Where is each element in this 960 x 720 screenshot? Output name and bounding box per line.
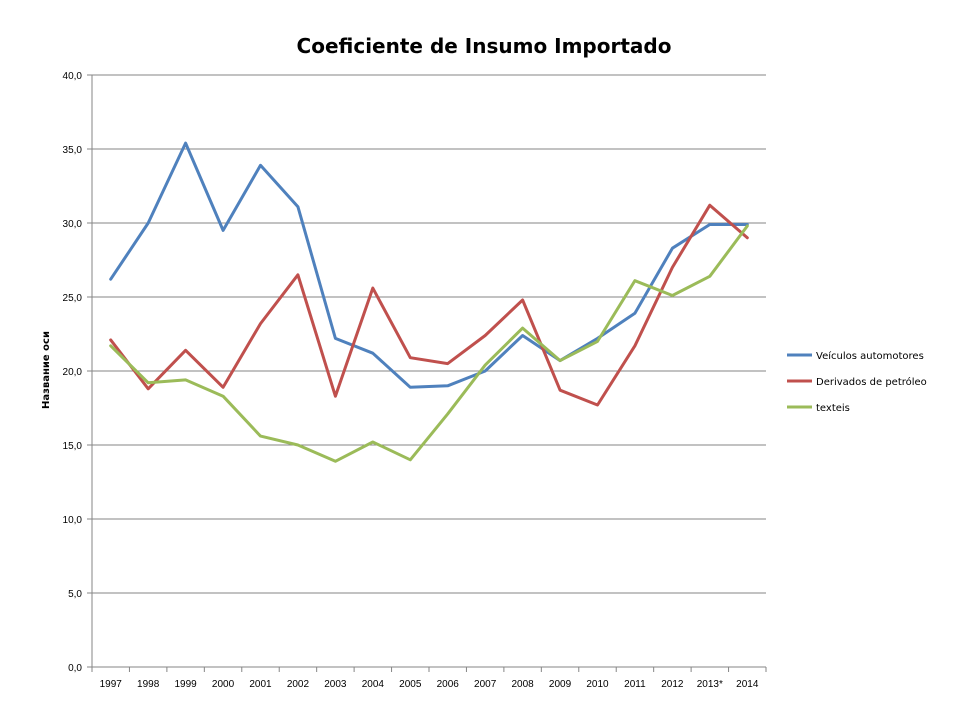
data-point xyxy=(296,443,300,447)
data-point xyxy=(745,236,749,240)
data-point xyxy=(146,221,150,225)
x-tick-label: 2000 xyxy=(212,679,235,690)
x-tick-labels: 1997 1998 1999 2000 2001 2002 2003 2004 2005 2006… xyxy=(100,679,759,690)
legend: Veículos automotores Derivados de petróle… xyxy=(787,350,927,414)
series-lines xyxy=(109,141,749,463)
x-tick-label: 2002 xyxy=(287,679,310,690)
y-tick-label: 30,0 xyxy=(63,219,83,230)
data-point xyxy=(521,333,525,337)
x-tick-label: 2010 xyxy=(586,679,609,690)
y-tick-label: 0,0 xyxy=(68,663,82,674)
x-tick-label: 2014 xyxy=(736,679,759,690)
series-line-1 xyxy=(109,203,749,407)
data-point xyxy=(708,203,712,207)
data-point xyxy=(296,273,300,277)
series-line-2 xyxy=(109,224,749,463)
data-point xyxy=(333,459,337,463)
data-point xyxy=(633,311,637,315)
x-tick-label: 2012 xyxy=(661,679,684,690)
data-point xyxy=(446,412,450,416)
x-tick-label: 2006 xyxy=(437,679,460,690)
data-point xyxy=(109,338,113,342)
data-point xyxy=(558,359,562,363)
data-point xyxy=(446,362,450,366)
data-point xyxy=(521,326,525,330)
data-point xyxy=(146,387,150,391)
chart-title: Coeficiente de Insumo Importado xyxy=(297,34,672,58)
data-point xyxy=(221,394,225,398)
data-point xyxy=(221,228,225,232)
y-tick-label: 20,0 xyxy=(63,367,83,378)
data-point xyxy=(371,351,375,355)
data-point xyxy=(109,277,113,281)
y-tick-label: 35,0 xyxy=(63,145,83,156)
legend-label: Derivados de petróleo xyxy=(816,376,927,388)
data-point xyxy=(483,363,487,367)
data-point xyxy=(259,163,263,167)
data-point xyxy=(371,440,375,444)
data-point xyxy=(333,394,337,398)
data-point xyxy=(670,265,674,269)
data-point xyxy=(259,434,263,438)
data-point xyxy=(670,294,674,298)
data-point xyxy=(708,222,712,226)
x-tick-label: 1998 xyxy=(137,679,160,690)
x-tick-label: 2008 xyxy=(511,679,534,690)
data-point xyxy=(408,458,412,462)
y-tick-label: 40,0 xyxy=(63,71,83,82)
data-point xyxy=(184,348,188,352)
legend-label: texteis xyxy=(816,403,850,414)
axes xyxy=(91,75,767,672)
x-tick-label: 2013* xyxy=(697,679,723,690)
data-point xyxy=(596,339,600,343)
data-point xyxy=(483,333,487,337)
data-point xyxy=(596,403,600,407)
x-tick-label: 1997 xyxy=(100,679,123,690)
gridlines xyxy=(87,74,766,668)
series-line-0 xyxy=(109,141,749,389)
x-tick-label: 2004 xyxy=(362,679,385,690)
data-point xyxy=(184,378,188,382)
data-point xyxy=(633,344,637,348)
legend-label: Veículos automotores xyxy=(816,350,924,362)
x-tick-label: 2005 xyxy=(399,679,422,690)
data-point xyxy=(146,381,150,385)
data-point xyxy=(633,279,637,283)
y-tick-labels: 0,0 5,0 10,0 15,0 20,0 25,0 30,0 35,0 40,0 xyxy=(63,71,83,674)
data-point xyxy=(259,322,263,326)
data-point xyxy=(221,385,225,389)
data-point xyxy=(184,141,188,145)
data-point xyxy=(521,298,525,302)
data-point xyxy=(670,246,674,250)
data-point xyxy=(333,336,337,340)
data-point xyxy=(296,205,300,209)
data-point xyxy=(371,286,375,290)
data-point xyxy=(109,344,113,348)
data-point xyxy=(708,274,712,278)
data-point xyxy=(483,369,487,373)
data-point xyxy=(558,388,562,392)
x-tick-label: 2007 xyxy=(474,679,497,690)
y-tick-label: 10,0 xyxy=(63,515,83,526)
data-point xyxy=(446,384,450,388)
x-tick-label: 2001 xyxy=(249,679,272,690)
x-tick-label: 2003 xyxy=(324,679,347,690)
y-tick-label: 5,0 xyxy=(68,589,82,600)
y-tick-label: 15,0 xyxy=(63,441,83,452)
data-point xyxy=(408,356,412,360)
data-point xyxy=(408,385,412,389)
x-tick-label: 2009 xyxy=(549,679,572,690)
y-tick-label: 25,0 xyxy=(63,293,83,304)
data-point xyxy=(745,224,749,228)
x-tick-label: 2011 xyxy=(624,679,646,690)
x-tick-label: 1999 xyxy=(174,679,197,690)
y-axis-label: Название оси xyxy=(41,331,52,409)
